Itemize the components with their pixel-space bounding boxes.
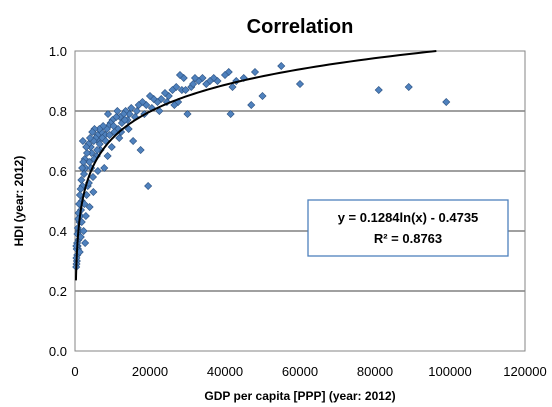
data-point bbox=[78, 136, 87, 146]
data-point bbox=[232, 76, 241, 86]
trendline bbox=[74, 50, 437, 281]
x-axis-title: GDP per capita [PPP] (year: 2012) bbox=[204, 389, 395, 403]
data-point bbox=[75, 190, 84, 200]
y-tick-label: 1.0 bbox=[49, 44, 67, 59]
data-point bbox=[250, 67, 260, 77]
x-tick-label: 60000 bbox=[282, 364, 318, 379]
x-tick-label: 40000 bbox=[207, 364, 243, 379]
data-point bbox=[129, 136, 138, 146]
data-point bbox=[209, 73, 218, 83]
data-point bbox=[295, 79, 305, 89]
data-point bbox=[79, 226, 88, 236]
data-point bbox=[113, 106, 122, 116]
y-tick-label: 0.8 bbox=[49, 104, 67, 119]
data-point bbox=[112, 112, 121, 122]
data-point bbox=[88, 172, 98, 182]
data-point bbox=[226, 109, 235, 119]
x-tick-label: 20000 bbox=[132, 364, 168, 379]
equation-box bbox=[307, 199, 509, 257]
data-point bbox=[138, 97, 147, 107]
plot-area-border bbox=[74, 50, 526, 352]
data-point bbox=[100, 163, 109, 173]
data-point bbox=[88, 127, 97, 137]
trendline-equation: y = 0.1284ln(x) - 0.4735 bbox=[338, 210, 479, 225]
data-point bbox=[172, 82, 181, 92]
data-point bbox=[127, 103, 136, 113]
data-point bbox=[81, 211, 90, 221]
data-point bbox=[189, 79, 198, 89]
data-point bbox=[103, 151, 112, 161]
data-point bbox=[132, 106, 141, 116]
x-axis-ticks: 0 20000 40000 60000 80000 100000 120000 bbox=[71, 364, 546, 379]
data-point bbox=[224, 67, 233, 77]
data-point bbox=[190, 73, 200, 83]
data-point bbox=[85, 202, 94, 212]
data-point bbox=[99, 121, 108, 131]
data-point bbox=[157, 94, 166, 104]
data-point bbox=[160, 88, 170, 98]
data-point bbox=[78, 163, 87, 173]
data-point bbox=[168, 85, 177, 95]
data-point bbox=[82, 148, 92, 158]
data-point bbox=[93, 166, 102, 176]
data-point bbox=[79, 169, 89, 179]
data-point bbox=[93, 145, 102, 155]
data-point bbox=[205, 76, 215, 86]
data-point bbox=[103, 109, 113, 119]
data-point bbox=[77, 175, 86, 185]
data-point bbox=[81, 238, 90, 248]
data-point bbox=[162, 97, 171, 107]
data-point bbox=[155, 106, 164, 116]
data-point bbox=[228, 82, 237, 92]
data-point bbox=[404, 82, 413, 92]
x-tick-label: 100000 bbox=[428, 364, 471, 379]
data-point bbox=[105, 130, 114, 140]
data-point bbox=[247, 100, 256, 110]
y-tick-label: 0.4 bbox=[49, 224, 67, 239]
data-point bbox=[181, 85, 190, 95]
data-point bbox=[89, 187, 98, 197]
data-point bbox=[258, 91, 267, 101]
chart-title: Correlation bbox=[247, 16, 354, 38]
data-point bbox=[134, 100, 143, 110]
x-tick-label: 0 bbox=[71, 364, 78, 379]
y-axis-ticks: 0.0 0.2 0.4 0.6 0.8 1.0 bbox=[49, 44, 67, 359]
data-point bbox=[109, 121, 118, 131]
y-tick-label: 0.6 bbox=[49, 164, 67, 179]
y-tick-label: 0.0 bbox=[49, 344, 67, 359]
data-point bbox=[175, 70, 185, 80]
data-point bbox=[183, 109, 192, 119]
data-point bbox=[202, 79, 211, 89]
data-point bbox=[198, 73, 207, 83]
data-point bbox=[220, 70, 230, 80]
data-point bbox=[239, 73, 248, 83]
data-point bbox=[277, 61, 286, 71]
x-tick-label: 120000 bbox=[503, 364, 546, 379]
x-tick-label: 80000 bbox=[357, 364, 393, 379]
y-axis-title: HDI (year: 2012) bbox=[12, 156, 26, 247]
data-point bbox=[82, 142, 91, 152]
data-point bbox=[124, 124, 133, 134]
data-point bbox=[107, 142, 116, 152]
data-point bbox=[117, 127, 126, 137]
data-point bbox=[144, 181, 153, 191]
data-point bbox=[170, 100, 179, 110]
data-point bbox=[120, 115, 129, 125]
data-point bbox=[442, 97, 451, 107]
y-tick-label: 0.2 bbox=[49, 284, 67, 299]
data-point bbox=[374, 85, 383, 95]
data-point bbox=[145, 91, 155, 101]
scatter-points bbox=[72, 61, 451, 272]
data-point bbox=[95, 139, 104, 149]
trendline-r-squared: R² = 0.8763 bbox=[374, 231, 442, 246]
data-point bbox=[136, 145, 145, 155]
data-point bbox=[115, 133, 124, 143]
